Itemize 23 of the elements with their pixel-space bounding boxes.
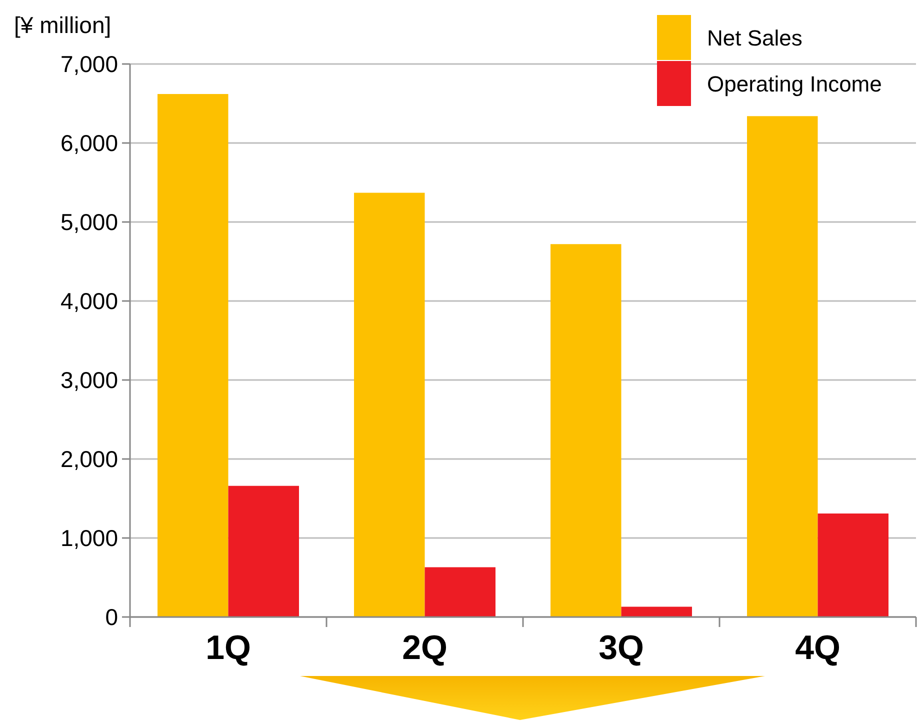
x-tick-label: 2Q	[402, 629, 448, 667]
bar	[354, 192, 425, 617]
bar	[424, 567, 496, 617]
y-tick-label: 1,000	[60, 525, 118, 552]
x-tick-label: 1Q	[206, 629, 251, 667]
y-tick-label: 5,000	[60, 209, 118, 236]
y-tick-label: 2,000	[60, 446, 118, 472]
x-tick-label: 4Q	[795, 629, 840, 667]
bar	[818, 514, 888, 617]
y-tick-label: 0	[105, 604, 118, 630]
y-tick-label: 6,000	[60, 130, 118, 156]
bar	[550, 244, 622, 617]
legend-label: Operating Income	[707, 72, 882, 97]
bar	[747, 116, 818, 617]
legend-label: Net Sales	[707, 26, 802, 51]
y-tick-label: 4,000	[60, 288, 118, 314]
y-axis-title: [¥ million]	[14, 12, 112, 38]
bar	[228, 486, 299, 617]
y-tick-label: 7,000	[60, 51, 118, 78]
y-tick-label: 3,000	[60, 367, 118, 394]
bar	[158, 94, 228, 617]
bar	[621, 606, 692, 617]
x-tick-label: 3Q	[598, 629, 644, 667]
